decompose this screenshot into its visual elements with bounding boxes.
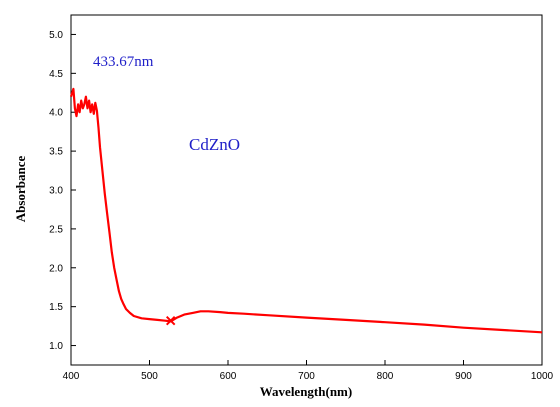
x-tick-label: 1000 [531, 371, 554, 382]
y-tick-label: 1.5 [49, 302, 63, 313]
y-axis-title: Absorbance [13, 156, 28, 223]
x-axis-title: Wavelength(nm) [260, 384, 352, 399]
x-axis-ticks: 400 500 600 700 800 900 1000 [63, 360, 554, 382]
y-tick-label: 3.0 [49, 186, 63, 197]
x-tick-label: 600 [220, 371, 237, 382]
sample-label: CdZnO [189, 135, 240, 154]
absorbance-series-line [69, 87, 543, 334]
x-tick-label: 700 [298, 371, 315, 382]
x-tick-label: 400 [63, 371, 80, 382]
y-tick-label: 2.0 [49, 263, 63, 274]
plot-area [70, 14, 543, 366]
y-tick-label: 3.5 [49, 147, 63, 158]
y-axis-ticks: 1.0 1.5 2.0 2.5 3.0 3.5 4.0 4.5 5.0 [49, 30, 76, 352]
peak-label: 433.67nm [93, 54, 154, 70]
x-tick-label: 900 [455, 371, 472, 382]
x-marker [165, 315, 176, 326]
y-tick-label: 4.5 [49, 69, 63, 80]
y-tick-label: 1.0 [49, 341, 63, 352]
x-tick-label: 500 [141, 371, 158, 382]
y-tick-label: 2.5 [49, 224, 63, 235]
x-tick-label: 800 [377, 371, 394, 382]
y-tick-label: 5.0 [49, 30, 63, 41]
y-tick-label: 4.0 [49, 108, 63, 119]
marker-stroke [165, 315, 176, 326]
